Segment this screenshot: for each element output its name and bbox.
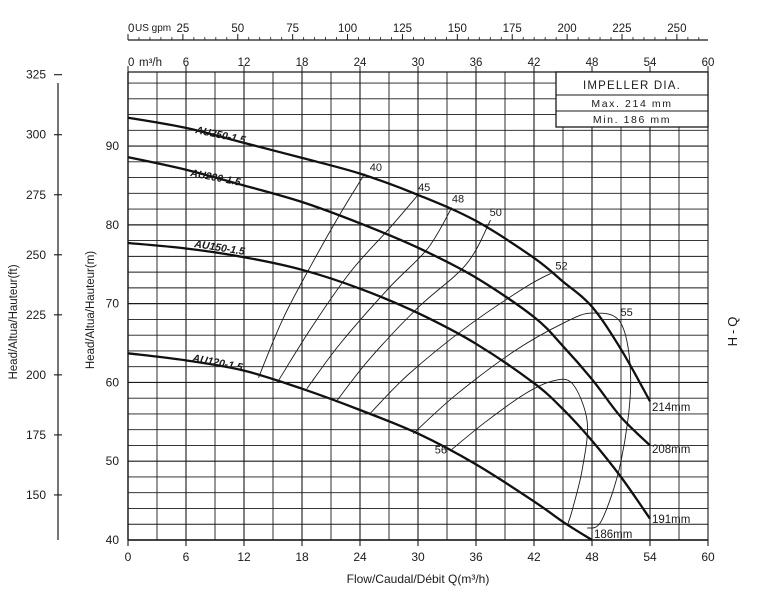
y-left-label: Head/Altua/Hauteur(ft): [8, 264, 20, 379]
top-gpm-tick-label: 200: [558, 23, 577, 35]
axes: 0 6 12 18 24 30 36 42 48 54 60 0 6 12 18 24 30 36 42 48 54 60…: [26, 23, 715, 564]
x-tick-label: 36: [469, 550, 483, 564]
efficiency-curves: [258, 173, 632, 529]
diameter-label-186mm: 186mm: [594, 529, 632, 541]
y-left-tick-label: 275: [26, 188, 46, 202]
efficiency-label-50: 50: [490, 207, 502, 219]
chart-labels: 40454850525556AU250-1.5AU200-1.5AU150-1.…: [188, 124, 690, 541]
legend-box: IMPELLER DIA. Max. 214 mm Min. 186 mm: [555, 71, 709, 128]
legend-title: IMPELLER DIA.: [583, 80, 681, 92]
top-m3h-tick-label: 60: [702, 57, 715, 69]
head-curves: [127, 116, 652, 541]
x-tick-label: 12: [237, 550, 251, 564]
x-tick-label: 60: [701, 550, 715, 564]
top-m3h-tick-label: 6: [183, 57, 189, 69]
efficiency-curve-55: [412, 312, 632, 529]
y-left-tick-label: 300: [26, 128, 46, 142]
efficiency-curve-40: [258, 173, 366, 378]
efficiency-label-48: 48: [452, 194, 464, 206]
x-tick-label: 30: [411, 550, 425, 564]
top-gpm-unit: US gpm: [135, 23, 171, 34]
top-m3h-tick-label: 24: [354, 57, 367, 69]
x-axis-label: Flow/Caudal/Débit Q(m³/h): [347, 572, 490, 586]
legend-min: Min. 186 mm: [593, 114, 671, 126]
top-gpm-tick-label: 150: [448, 23, 467, 35]
top-gpm-tick-label: 100: [338, 23, 357, 35]
x-tick-label: 48: [585, 550, 599, 564]
top-m3h-tick-label: 36: [470, 57, 483, 69]
y-left-tick-label: 150: [26, 488, 46, 502]
y-right-label: Head/Altua/Hauteur(m): [85, 251, 97, 369]
efficiency-curve-56: [451, 378, 588, 525]
y-m-tick-label: 70: [106, 297, 120, 311]
top-m3h-tick-label: 54: [644, 57, 657, 69]
y-left-tick-label: 250: [26, 248, 46, 262]
y-m-tick-label: 60: [106, 375, 120, 389]
head-curve-AU120-1.5: [127, 352, 593, 541]
top-m3h-unit: m³/h: [139, 57, 162, 69]
top-gpm-tick-label: 225: [612, 23, 631, 35]
y-left-tick-label: 225: [26, 308, 46, 322]
top-gpm-tick-label: 250: [667, 23, 686, 35]
efficiency-label-56: 56: [435, 444, 447, 456]
head-curve-AU150-1.5: [127, 241, 651, 520]
y-m-tick-label: 80: [106, 218, 120, 232]
efficiency-label-52: 52: [555, 261, 567, 273]
plot-grid: [127, 72, 709, 541]
x-tick-label: 0: [125, 550, 132, 564]
y-left-tick-label: 325: [26, 68, 46, 82]
y-left-tick-label: 175: [26, 428, 46, 442]
y-m-tick-label: 50: [106, 454, 120, 468]
efficiency-curve-52: [369, 271, 554, 415]
top-gpm-tick-label: 75: [286, 23, 299, 35]
x-tick-label: 54: [643, 550, 657, 564]
x-tick-label: 24: [353, 550, 367, 564]
head-curve-AU250-1.5: [127, 116, 652, 402]
diameter-label-191mm: 191mm: [652, 514, 690, 526]
top-m3h-tick-label: 12: [238, 57, 251, 69]
top-gpm-tick-label: 25: [176, 23, 189, 35]
h-q-side-label: H-Q: [725, 314, 740, 347]
diameter-label-214mm: 214mm: [652, 402, 690, 414]
curve-name-AU120-1.5: AU120-1.5: [190, 352, 243, 374]
efficiency-label-45: 45: [418, 182, 430, 194]
efficiency-curve-50: [335, 219, 491, 403]
top-m3h-tick-label: 30: [412, 57, 425, 69]
y-m-tick-label: 90: [106, 139, 120, 153]
diameter-label-208mm: 208mm: [652, 444, 690, 456]
top-m3h-tick-label: 48: [586, 57, 599, 69]
top-gpm-tick-label: 50: [231, 23, 244, 35]
efficiency-curve-48: [306, 207, 453, 389]
top-gpm-tick-label: 175: [503, 23, 522, 35]
top-m3h-tick-label: 18: [296, 57, 309, 69]
y-left-tick-label: 200: [26, 368, 46, 382]
top-gpm-tick-label: 125: [393, 23, 412, 35]
top-m3h-tick-label: 42: [528, 57, 541, 69]
efficiency-label-55: 55: [621, 307, 633, 319]
head-curve-AU200-1.5: [127, 155, 651, 447]
x-tick-label: 42: [527, 550, 541, 564]
curve-name-AU250-1.5: AU250-1.5: [193, 124, 246, 147]
legend-max: Max. 214 mm: [591, 98, 672, 110]
efficiency-curve-45: [277, 194, 419, 382]
y-m-tick-label: 40: [106, 533, 120, 547]
efficiency-label-40: 40: [370, 162, 382, 174]
x-tick-label: 6: [183, 550, 190, 564]
top-m3h-tick-label: 0: [128, 57, 134, 69]
top-gpm-tick-label: 0: [128, 23, 134, 35]
x-tick-label: 18: [295, 550, 309, 564]
